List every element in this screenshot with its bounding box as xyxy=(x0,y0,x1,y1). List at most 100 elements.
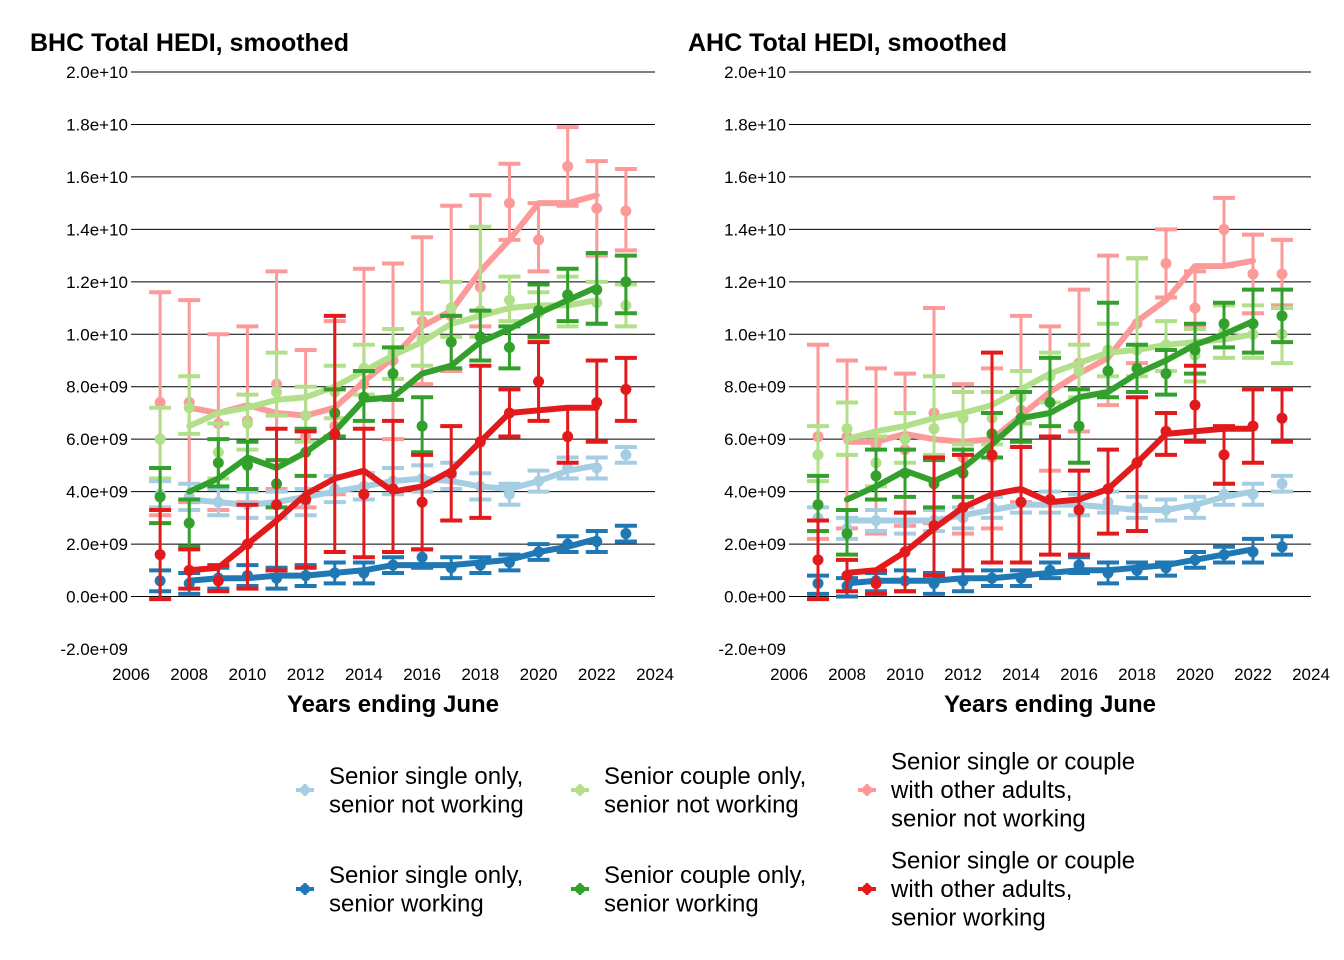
data-point xyxy=(445,302,457,314)
x-tick-label: 2020 xyxy=(1176,665,1214,684)
y-tick-label: 1.0e+10 xyxy=(724,325,786,344)
legend-key xyxy=(858,784,876,796)
y-tick-label: 4.0e+09 xyxy=(724,483,786,502)
data-point xyxy=(387,483,399,495)
data-point xyxy=(183,402,195,414)
legend-key-point xyxy=(300,884,310,894)
data-point xyxy=(183,564,195,576)
data-point xyxy=(1189,399,1201,411)
legend-label-line: senior not working xyxy=(604,791,799,818)
data-point xyxy=(416,334,428,346)
data-point xyxy=(212,457,224,469)
data-point xyxy=(1189,344,1201,356)
data-point xyxy=(358,488,370,500)
series-5 xyxy=(149,313,637,602)
y-tick-label: 1.2e+10 xyxy=(66,273,128,292)
data-point xyxy=(503,197,515,209)
series-5 xyxy=(807,350,1293,602)
data-point xyxy=(300,494,312,506)
data-point xyxy=(591,462,603,474)
x-tick-label: 2016 xyxy=(403,665,441,684)
data-point xyxy=(620,276,632,288)
x-tick-label: 2012 xyxy=(944,665,982,684)
y-tick-label: 1.8e+10 xyxy=(724,115,786,134)
y-tick-label: 2.0e+10 xyxy=(724,63,786,82)
data-point xyxy=(503,341,515,353)
data-point xyxy=(591,284,603,296)
data-point xyxy=(154,433,166,445)
data-point xyxy=(1189,302,1201,314)
smoothed-line xyxy=(186,284,600,495)
data-point xyxy=(241,538,253,550)
data-point xyxy=(1276,310,1288,322)
data-point xyxy=(1131,362,1143,374)
legend-key-point xyxy=(575,884,585,894)
data-point xyxy=(212,496,224,508)
data-point xyxy=(474,559,486,571)
data-point xyxy=(1160,368,1172,380)
data-point xyxy=(1218,318,1230,330)
y-tick-label: 1.8e+10 xyxy=(66,115,128,134)
data-point xyxy=(620,383,632,395)
data-point xyxy=(1044,396,1056,408)
data-point xyxy=(358,567,370,579)
data-point xyxy=(1102,483,1114,495)
data-point xyxy=(1276,478,1288,490)
x-axis-label: Years ending June xyxy=(287,691,499,718)
data-point xyxy=(1044,494,1056,506)
data-point xyxy=(841,528,853,540)
data-point xyxy=(812,449,824,461)
data-point xyxy=(928,520,940,532)
legend-key-point xyxy=(300,785,310,795)
series-1 xyxy=(149,523,637,596)
y-tick-label: 4.0e+09 xyxy=(66,483,128,502)
data-point xyxy=(503,294,515,306)
legend-label-line: Senior couple only, xyxy=(604,862,806,889)
data-point xyxy=(812,499,824,511)
data-point xyxy=(812,554,824,566)
y-tick-label: 1.4e+10 xyxy=(66,220,128,239)
x-tick-label: 2018 xyxy=(1118,665,1156,684)
data-point xyxy=(1044,564,1056,576)
data-point xyxy=(503,488,515,500)
x-tick-label: 2022 xyxy=(578,665,616,684)
legend-key xyxy=(296,883,314,895)
x-tick-label: 2014 xyxy=(345,665,383,684)
data-point xyxy=(841,570,853,582)
data-point xyxy=(474,436,486,448)
legend-label-line: Senior single only, xyxy=(329,862,523,889)
data-point xyxy=(562,462,574,474)
legend-key-point xyxy=(575,785,585,795)
data-point xyxy=(1218,488,1230,500)
data-point xyxy=(562,160,574,172)
legend-label-line: senior working xyxy=(604,890,759,917)
data-point xyxy=(899,467,911,479)
data-point xyxy=(870,470,882,482)
data-point xyxy=(241,459,253,471)
data-point xyxy=(591,535,603,547)
x-tick-label: 2008 xyxy=(828,665,866,684)
data-point xyxy=(1102,365,1114,377)
data-point xyxy=(1276,541,1288,553)
data-point xyxy=(1073,504,1085,516)
data-point xyxy=(1189,501,1201,513)
data-point xyxy=(533,475,545,487)
legend-key xyxy=(858,883,876,895)
data-point xyxy=(620,449,632,461)
data-point xyxy=(1247,318,1259,330)
data-point xyxy=(562,538,574,550)
y-tick-label: -2.0e+09 xyxy=(60,640,128,659)
legend-key xyxy=(296,784,314,796)
data-point xyxy=(474,331,486,343)
data-point xyxy=(591,396,603,408)
data-point xyxy=(1247,546,1259,558)
data-point xyxy=(870,577,882,589)
x-tick-label: 2006 xyxy=(112,665,150,684)
legend-key xyxy=(571,784,589,796)
data-point xyxy=(329,567,341,579)
legend-label-line: senior working xyxy=(329,890,484,917)
x-tick-label: 2020 xyxy=(520,665,558,684)
data-point xyxy=(928,577,940,589)
data-point xyxy=(387,559,399,571)
